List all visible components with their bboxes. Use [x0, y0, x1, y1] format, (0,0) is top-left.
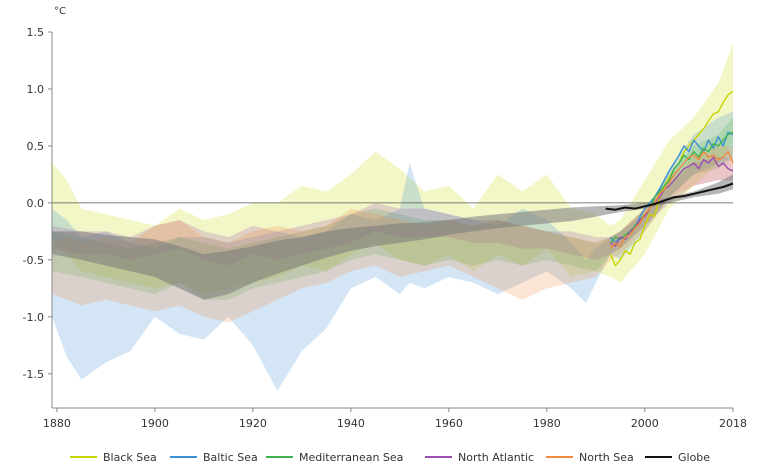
legend: Black Sea Baltic Sea Mediterranean Sea Nort… — [70, 451, 710, 464]
y-tick-label: 0.5 — [27, 140, 45, 153]
globe-band — [52, 174, 733, 300]
x-tick-label: 1940 — [337, 417, 365, 430]
legend-item-north-atlantic: North Atlantic — [425, 451, 534, 464]
x-tick-label: 1980 — [533, 417, 561, 430]
axes: °C 1.5 1.0 0.5 0.0 -0.5 -1.0 -1.5 1880 1900 1920 19… — [23, 6, 747, 430]
y-axis-unit: °C — [54, 6, 66, 17]
x-tick-label: 1900 — [141, 417, 169, 430]
baltic-sea-band — [52, 111, 733, 391]
legend-label: Mediterranean Sea — [299, 451, 403, 464]
x-tick-label: 2000 — [631, 417, 659, 430]
y-tick-label: 0.0 — [27, 197, 45, 210]
legend-label: Globe — [678, 451, 710, 464]
legend-item-baltic-sea: Baltic Sea — [170, 451, 258, 464]
legend-item-globe: Globe — [645, 451, 710, 464]
y-tick-label: -0.5 — [23, 254, 44, 267]
y-tick-label: 1.0 — [27, 83, 45, 96]
legend-label: Baltic Sea — [203, 451, 258, 464]
y-tick-label: -1.0 — [23, 311, 44, 324]
x-tick-label: 1880 — [43, 417, 71, 430]
black-sea-band — [52, 43, 733, 295]
legend-item-mediterranean-sea: Mediterranean Sea — [266, 451, 403, 464]
north-atlantic-line — [610, 156, 734, 247]
globe-line — [605, 182, 734, 211]
north-sea-line — [609, 150, 734, 249]
legend-label: North Sea — [579, 451, 634, 464]
legend-label: North Atlantic — [458, 451, 534, 464]
uncertainty-bands — [52, 43, 733, 391]
legend-item-north-sea: North Sea — [546, 451, 634, 464]
x-tick-label: 1920 — [239, 417, 267, 430]
x-tick-label: 1960 — [435, 417, 463, 430]
north-atlantic-band — [52, 157, 733, 266]
y-tick-label: -1.5 — [23, 368, 44, 381]
series-lines — [52, 90, 734, 267]
y-tick-label: 1.5 — [27, 26, 45, 39]
legend-item-black-sea: Black Sea — [70, 451, 157, 464]
legend-label: Black Sea — [103, 451, 157, 464]
x-tick-label: 2018 — [719, 417, 747, 430]
